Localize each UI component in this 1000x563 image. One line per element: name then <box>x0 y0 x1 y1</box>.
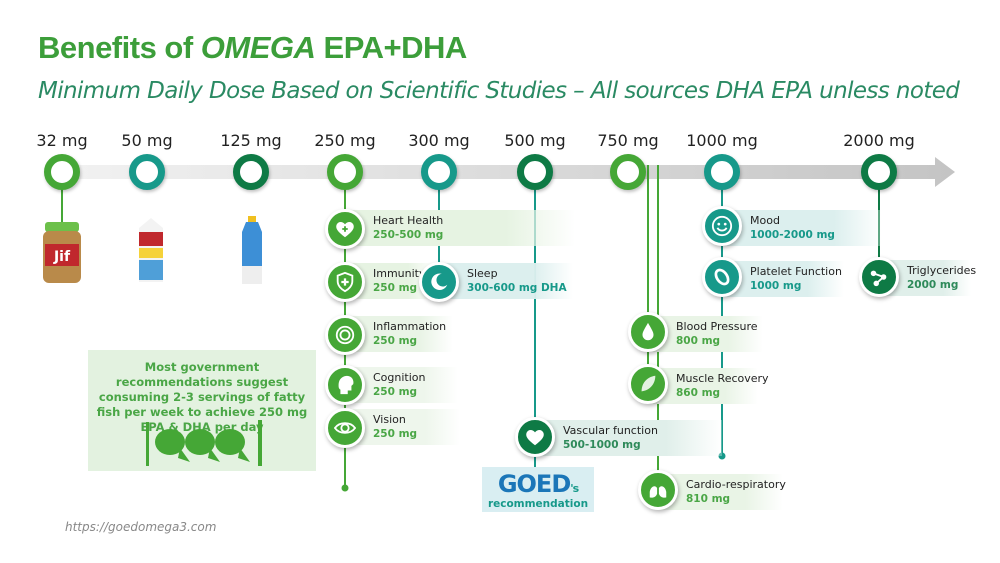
benefit-dose: 250 mg <box>373 282 418 294</box>
goed-logo: GOED's <box>497 470 579 498</box>
footer-url[interactable]: https://goedomega3.com <box>65 520 217 534</box>
timeline-node <box>861 154 897 190</box>
benefit-title: Cardio-respiratory <box>686 478 786 491</box>
milk-carton-image <box>139 218 163 282</box>
benefit-dose: 860 mg <box>676 387 721 399</box>
rings-icon <box>325 315 365 355</box>
benefit-title: Sleep <box>467 267 498 280</box>
benefit-dose: 300-600 mg DHA <box>467 282 567 294</box>
svg-text:Jif: Jif <box>53 249 71 265</box>
benefit-title: Muscle Recovery <box>676 372 769 385</box>
dose-tick-label: 500 mg <box>504 131 566 150</box>
benefit-title: Mood <box>750 214 780 227</box>
benefit-card: Mood 1000-2000 mg <box>722 210 882 246</box>
goed-caption: recommendation <box>487 498 589 510</box>
drop-icon <box>628 312 668 352</box>
timeline-node <box>129 154 165 190</box>
timeline-node <box>44 154 80 190</box>
benefit-dose: 2000 mg <box>907 279 959 291</box>
leaf-icon <box>628 364 668 404</box>
timeline-node <box>704 154 740 190</box>
milk-bottle-image <box>242 216 262 284</box>
timeline-node <box>327 154 363 190</box>
goed-recommendation: GOED's recommendation <box>482 467 594 512</box>
peanut-butter-jar-image: Jif <box>43 222 81 283</box>
dose-tick-label: 50 mg <box>121 131 173 150</box>
benefit-title: Immunity <box>373 267 426 280</box>
dose-tick-label: 750 mg <box>597 131 659 150</box>
benefit-card: Heart Health 250-500 mg <box>345 210 575 246</box>
timeline-node <box>421 154 457 190</box>
government-recommendation-box: Most government recommendations suggest … <box>88 350 316 471</box>
benefit-dose: 250-500 mg <box>373 229 444 241</box>
benefit-card: Platelet Function 1000 mg <box>722 261 844 297</box>
benefit-dose: 500-1000 mg <box>563 439 641 451</box>
benefit-dose: 1000 mg <box>750 280 802 292</box>
moon-icon <box>419 262 459 302</box>
benefit-card: Sleep 300-600 mg DHA <box>439 263 573 299</box>
smiley-icon <box>702 206 742 246</box>
benefit-title: Vascular function <box>563 424 658 437</box>
dose-tick-label: 125 mg <box>220 131 282 150</box>
benefit-card: Inflammation 250 mg <box>345 316 453 352</box>
lungs-icon <box>638 470 678 510</box>
dose-tick-label: 32 mg <box>36 131 88 150</box>
brain-head-icon <box>325 365 365 405</box>
platelet-icon <box>702 257 742 297</box>
shield-plus-icon <box>325 262 365 302</box>
molecule-icon <box>859 257 899 297</box>
benefit-title: Heart Health <box>373 214 444 227</box>
benefit-card: Cardio-respiratory 810 mg <box>658 474 786 510</box>
benefit-dose: 250 mg <box>373 428 418 440</box>
heart-icon <box>515 417 555 457</box>
benefit-title: Inflammation <box>373 320 447 333</box>
page-title: Benefits of OMEGA EPA+DHA <box>38 30 467 65</box>
line-end-dot <box>341 484 349 492</box>
dose-tick-label: 2000 mg <box>843 131 915 150</box>
benefit-title: Cognition <box>373 371 426 384</box>
dose-tick-label: 250 mg <box>314 131 376 150</box>
benefit-dose: 250 mg <box>373 386 418 398</box>
subtitle: Minimum Daily Dose Based on Scientific S… <box>38 78 960 104</box>
benefit-dose: 800 mg <box>676 335 721 347</box>
timeline-arrow <box>60 157 955 187</box>
timeline-node <box>517 154 553 190</box>
benefit-title: Triglycerides <box>907 264 977 277</box>
benefit-card: Vascular function 500-1000 mg <box>535 420 722 456</box>
benefit-title: Blood Pressure <box>676 320 758 333</box>
benefit-dose: 250 mg <box>373 335 418 347</box>
benefit-card: Blood Pressure 800 mg <box>648 316 763 352</box>
heart-plus-icon <box>325 209 365 249</box>
benefit-dose: 810 mg <box>686 493 731 505</box>
eye-icon <box>325 408 365 448</box>
timeline-node <box>233 154 269 190</box>
benefit-title: Platelet Function <box>750 265 842 278</box>
benefit-dose: 1000-2000 mg <box>750 229 835 241</box>
dose-tick-label: 300 mg <box>408 131 470 150</box>
timeline-node <box>610 154 646 190</box>
dose-tick-label: 1000 mg <box>686 131 758 150</box>
benefit-title: Vision <box>373 413 406 426</box>
fish-plate-icon <box>146 420 262 466</box>
